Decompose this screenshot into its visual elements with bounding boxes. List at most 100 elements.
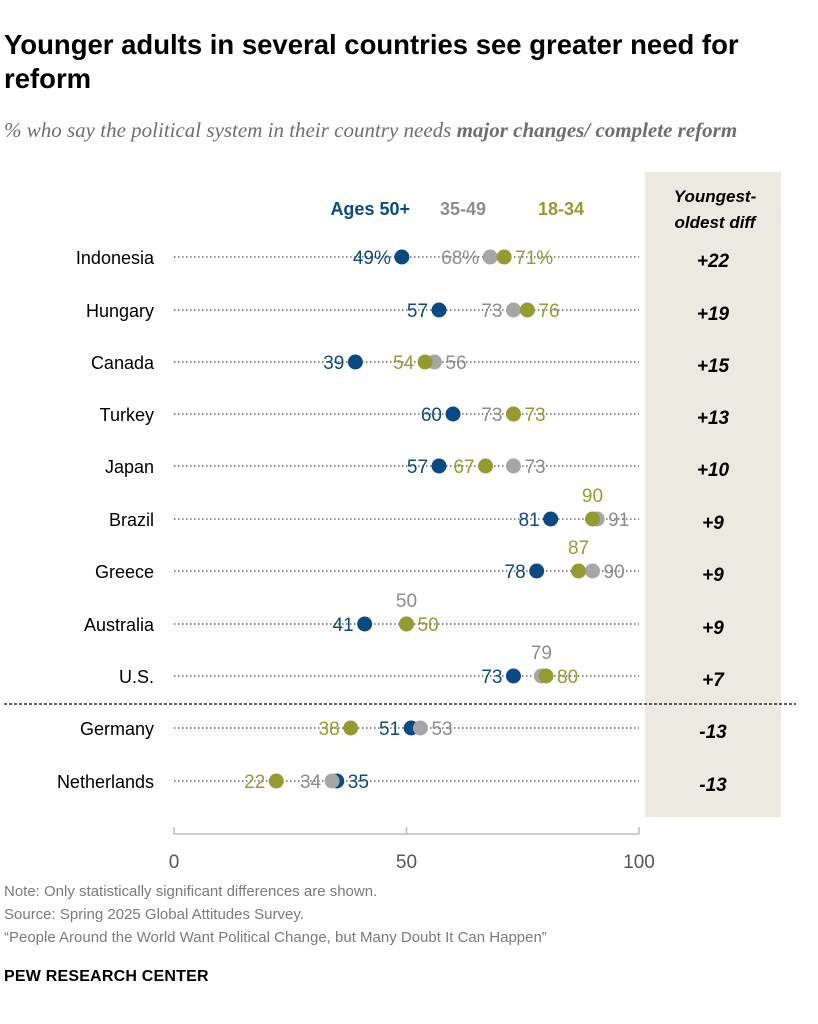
value-label-mid: 50: [396, 591, 417, 612]
value-label-mid: 79: [531, 643, 552, 664]
x-tick-label: 0: [169, 852, 180, 873]
dot-young: [538, 668, 554, 684]
country-label: Greece: [95, 562, 154, 582]
dot-old: [347, 354, 363, 370]
diff-column-bg: [645, 172, 781, 817]
value-label-mid: 90: [604, 562, 625, 583]
dot-old: [529, 563, 545, 579]
diff-value: +10: [697, 460, 730, 481]
value-label-mid: 34: [300, 772, 322, 793]
diff-value: +19: [697, 304, 730, 325]
diff-value: +15: [697, 356, 730, 377]
value-label-old: 51: [379, 719, 400, 740]
legend-old: Ages 50+: [330, 199, 410, 219]
value-label-old: 78: [505, 562, 526, 583]
dot-mid: [505, 458, 521, 474]
value-label-young: 67: [453, 457, 474, 478]
diff-header: Youngest-: [674, 187, 757, 206]
dot-young: [505, 406, 521, 422]
dot-young: [496, 249, 512, 265]
dot-mid: [585, 563, 600, 579]
diff-value: -13: [699, 722, 727, 743]
value-label-young: 76: [538, 301, 559, 322]
country-label: Canada: [91, 353, 155, 373]
value-label-old: 60: [421, 405, 442, 426]
brand-logo: PEW RESEARCH CENTER: [4, 968, 209, 985]
value-label-old: 81: [519, 510, 540, 531]
diff-value: +9: [702, 513, 724, 534]
dot-old: [431, 458, 447, 474]
value-label-young: 80: [557, 667, 578, 688]
value-label-young: 22: [244, 772, 265, 793]
dot-young: [571, 563, 587, 579]
dot-mid: [324, 773, 340, 789]
value-label-mid: 73: [524, 457, 545, 478]
value-label-young: 87: [568, 538, 589, 559]
x-tick-label: 100: [623, 852, 655, 873]
dot-old: [431, 302, 447, 318]
dot-old: [543, 511, 559, 527]
value-label-young: 71%: [515, 248, 553, 269]
value-label-mid: 73: [481, 405, 502, 426]
dot-young: [399, 616, 414, 632]
country-label: Netherlands: [57, 772, 154, 792]
country-label: Indonesia: [76, 248, 155, 268]
value-label-old: 39: [323, 353, 344, 374]
subtitle-text: % who say the political system in their …: [4, 118, 457, 142]
diff-value: +13: [697, 408, 730, 429]
dot-old: [505, 668, 521, 684]
dot-young: [268, 773, 284, 789]
value-label-mid: 53: [431, 719, 452, 740]
value-label-old: 49%: [353, 248, 391, 269]
diff-value: -13: [699, 775, 727, 796]
country-label: Australia: [84, 615, 155, 635]
value-label-young: 54: [393, 353, 415, 374]
country-label: Japan: [105, 457, 154, 477]
country-label: Germany: [80, 719, 154, 739]
dot-old: [445, 406, 461, 422]
dot-young: [343, 720, 359, 736]
value-label-old: 57: [407, 301, 428, 322]
country-label: Hungary: [86, 301, 154, 321]
country-label: U.S.: [119, 667, 154, 687]
diff-value: +9: [702, 565, 724, 586]
diff-value: +22: [697, 251, 730, 272]
note-text: Note: Only statistically significant dif…: [4, 883, 378, 900]
value-label-old: 73: [481, 667, 502, 688]
source-text: Source: Spring 2025 Global Attitudes Sur…: [4, 906, 304, 923]
dot-young: [519, 302, 535, 318]
value-label-old: 41: [333, 615, 354, 636]
legend-mid: 35-49: [440, 199, 486, 219]
dot-mid: [412, 720, 428, 736]
dot-young: [478, 458, 494, 474]
value-label-old: 35: [348, 772, 369, 793]
country-label: Turkey: [100, 405, 154, 425]
dot-young: [417, 354, 433, 370]
diff-value: +7: [702, 670, 725, 691]
value-label-mid: 73: [481, 301, 502, 322]
report-title: “People Around the World Want Political …: [4, 929, 547, 946]
x-tick-label: 50: [396, 852, 417, 873]
value-label-mid: 91: [608, 510, 629, 531]
country-label: Brazil: [109, 510, 154, 530]
chart-title: Younger adults in several countries see …: [4, 29, 739, 94]
dot-old: [357, 616, 373, 632]
value-label-young: 50: [418, 615, 439, 636]
value-label-old: 57: [407, 457, 428, 478]
value-label-young: 38: [319, 719, 340, 740]
value-label-young: 73: [524, 405, 545, 426]
value-label-mid: 56: [445, 353, 466, 374]
value-label-young: 90: [582, 486, 603, 507]
value-label-mid: 68%: [441, 248, 479, 269]
diff-value: +9: [702, 618, 724, 639]
subtitle-bold: major changes/ complete reform: [456, 118, 738, 142]
dot-mid: [505, 302, 521, 318]
diff-header: oldest diff: [675, 213, 758, 232]
dot-old: [394, 249, 410, 265]
legend-young: 18-34: [538, 199, 584, 219]
dot-young: [585, 511, 600, 527]
notes: Note: Only statistically significant dif…: [4, 880, 547, 949]
chart-subtitle: % who say the political system in their …: [4, 116, 804, 144]
